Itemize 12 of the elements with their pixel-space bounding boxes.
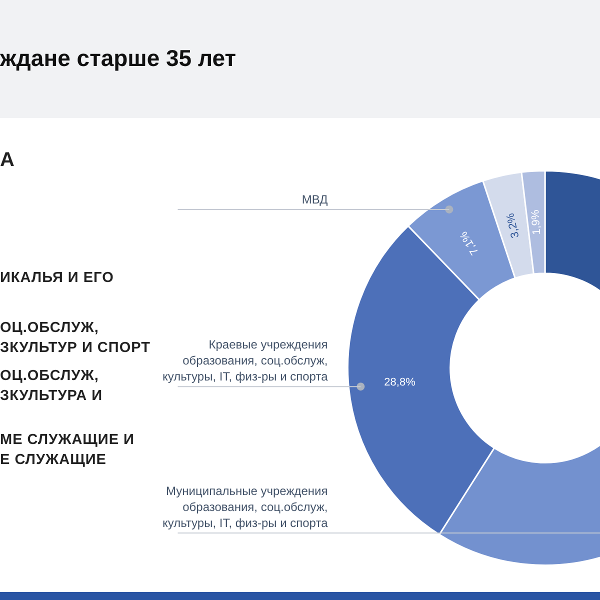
slice-label: Муниципальные учреждения образования, соц.обслуж, культуры, IT, физ-ры и спорта [162, 484, 328, 530]
text: ОЦ.ОБСЛУЖ, ЗКУЛЬТУРА И [0, 367, 103, 406]
data-label: 28,8% [384, 376, 416, 389]
text: МЕ СЛУЖАЩИЕ И Е СЛУЖАЩИЕ [0, 431, 134, 470]
text: ИКАЛЬЯ И ЕГО [0, 269, 114, 288]
data-label: 1,9% [530, 209, 544, 236]
text: ОЦ.ОБСЛУЖ, ЗКУЛЬТУР И СПОРТ [0, 319, 150, 358]
text: А [0, 149, 15, 171]
chart-title: ждане старше 35 лет [0, 45, 236, 72]
slice-label: МВД [302, 192, 328, 206]
slice-label: Краевые учреждения образования, соц.обслуж, культуры, IT, физ-ры и спорта [162, 338, 328, 384]
data-label: 3,2% [504, 212, 522, 240]
